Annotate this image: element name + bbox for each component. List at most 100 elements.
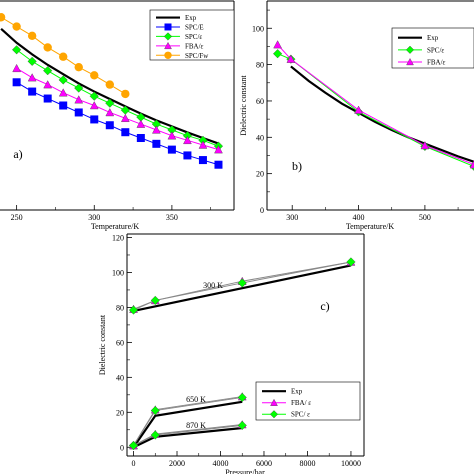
series-exp: [290, 65, 474, 163]
legend: Exp SPC/ε FBA/ε: [391, 27, 474, 69]
series-line: [290, 65, 474, 163]
legend-marker: [164, 23, 172, 31]
data-point: [105, 98, 115, 108]
data-point: [136, 134, 145, 143]
data-point: [0, 13, 6, 22]
x-axis-label: Temperature/K: [346, 222, 395, 231]
data-point: [58, 88, 68, 97]
legend-label: SPC/ε: [185, 33, 202, 41]
x-tick-label: 500: [419, 213, 431, 222]
series-line: [277, 53, 474, 167]
x-tick-label: 4000: [212, 459, 228, 468]
data-point: [12, 78, 21, 87]
y-tick-label: 80: [256, 61, 264, 70]
x-tick-label: 2000: [169, 459, 185, 468]
data-point: [43, 43, 52, 52]
panel-label: c): [320, 299, 329, 313]
y-tick-label: 100: [112, 268, 124, 277]
data-point: [59, 101, 68, 110]
legend: Exp FBA/ ε SPC/ ε: [255, 381, 361, 421]
series-spc-: [12, 45, 224, 151]
plot-area: [128, 257, 356, 451]
series-line: [132, 400, 243, 448]
series-spc-fw: [0, 13, 130, 99]
data-point: [28, 87, 37, 96]
data-point: [167, 145, 176, 154]
data-point: [150, 430, 160, 440]
x-tick-label: 300: [286, 213, 298, 222]
series-spc-e: [12, 78, 223, 169]
data-point: [89, 91, 99, 101]
data-point: [152, 125, 161, 134]
x-tick-label: 400: [353, 213, 365, 222]
legend-label: FBA/ ε: [291, 399, 311, 407]
data-point: [237, 392, 247, 403]
data-point: [43, 94, 52, 103]
legend-marker: [269, 410, 279, 419]
data-point: [214, 160, 223, 169]
data-point: [27, 56, 37, 66]
data-point: [354, 105, 363, 114]
data-point: [237, 420, 247, 430]
legend-label: SPC/Fw: [185, 52, 209, 60]
data-point: [136, 119, 146, 128]
data-point: [121, 89, 130, 99]
y-axis-label: Dielectric constant: [98, 314, 107, 375]
data-point: [128, 440, 139, 451]
y-tick-label: 40: [116, 373, 124, 382]
data-point: [120, 113, 130, 122]
series-line: [133, 261, 352, 311]
legend-label: SPC/E: [185, 23, 204, 31]
y-tick-label: 120: [112, 233, 124, 242]
x-axis-label: Temperature/K: [91, 222, 140, 231]
y-tick-label: 100: [252, 24, 264, 33]
legend-marker: [164, 41, 172, 50]
data-point: [469, 160, 474, 169]
series-line: [133, 264, 352, 312]
y-tick-label: 60: [116, 338, 124, 347]
data-point: [12, 45, 22, 55]
plot-area: [0, 13, 224, 169]
legend-label: FBA/ε: [427, 58, 446, 66]
x-tick-label: 350: [166, 213, 178, 222]
data-point: [237, 278, 247, 288]
data-point: [58, 75, 68, 85]
legend-marker: [406, 58, 414, 66]
y-tick-label: 40: [256, 133, 264, 142]
legend-label: Exp: [291, 388, 303, 396]
temperature-annotation: 870 K: [186, 421, 206, 430]
data-point: [420, 141, 430, 150]
panel-b: 300 400 500 0 20 40 60 80 100 Temperature/K Dielec…: [239, 0, 474, 231]
y-tick-label: 0: [260, 206, 264, 215]
panel-c: 0 2000 4000 6000 8000 10000 0 20 40 60 80 100 120 Pre…: [98, 233, 365, 474]
data-point: [90, 71, 99, 80]
data-point: [59, 52, 68, 61]
y-tick-label: 80: [116, 303, 124, 312]
x-tick-label: 10000: [341, 459, 361, 468]
panel-label: a): [13, 147, 22, 161]
data-point: [121, 128, 130, 137]
x-axis-label: Pressure/bar: [225, 468, 265, 474]
data-point: [183, 151, 192, 160]
x-tick-label: 300: [88, 213, 100, 222]
panel-label: b): [292, 159, 302, 173]
data-point: [43, 66, 53, 76]
data-point: [150, 405, 160, 416]
legend-marker: [405, 45, 415, 54]
data-point: [273, 40, 282, 49]
data-point: [43, 80, 53, 89]
data-point: [105, 80, 114, 89]
data-point: [183, 135, 192, 145]
temperature-annotation: 650 K: [186, 395, 206, 404]
y-tick-label: 20: [256, 170, 264, 179]
data-point: [167, 131, 177, 140]
data-point: [152, 139, 161, 148]
legend-label: Exp: [185, 14, 197, 22]
data-point: [12, 22, 21, 31]
data-point: [128, 305, 139, 315]
series-fba-: [273, 40, 474, 169]
data-point: [89, 101, 99, 110]
series-fba-: [12, 63, 223, 154]
